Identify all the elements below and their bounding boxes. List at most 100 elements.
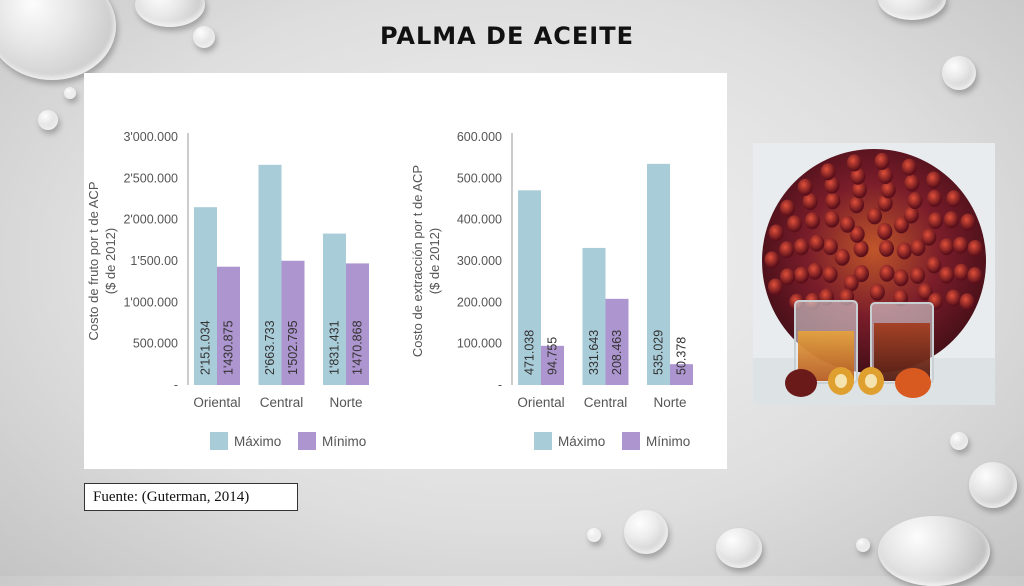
palm-berry — [850, 167, 866, 185]
water-drop-decoration — [969, 462, 1017, 508]
category-label: Norte — [329, 395, 362, 410]
palm-berry — [804, 212, 820, 230]
palm-berry — [867, 207, 883, 225]
y-tick-label: 1'500.00 — [130, 254, 178, 268]
palm-berry — [880, 181, 896, 199]
category-label: Norte — [653, 395, 686, 410]
palm-berry — [967, 239, 983, 257]
palm-berry — [822, 265, 838, 283]
y-axis-title: Costo de fruto por t de ACP — [86, 182, 101, 341]
water-drop-decoration — [716, 528, 762, 568]
y-tick-label: 500.000 — [133, 337, 178, 351]
bar-value-label: 50.378 — [675, 337, 689, 375]
legend-label: Máximo — [234, 434, 281, 449]
palm-berry — [927, 189, 943, 207]
palm-berry — [767, 278, 783, 296]
palm-berry — [849, 196, 865, 214]
palm-berry — [907, 192, 923, 210]
palm-berry — [927, 212, 943, 230]
bar-value-label: 471.038 — [523, 330, 537, 375]
bar-maximo — [647, 163, 670, 385]
palm-berry — [839, 215, 855, 233]
palm-berry — [802, 193, 818, 211]
bar-value-label: 2'151.034 — [199, 320, 213, 375]
bar-minimo — [346, 263, 369, 385]
palm-berry — [851, 181, 867, 199]
water-drop-decoration — [942, 56, 976, 90]
legend-label: Mínimo — [322, 434, 366, 449]
bar-maximo — [258, 164, 282, 385]
palm-berry — [903, 206, 919, 224]
palm-berry — [779, 241, 795, 259]
palm-berry — [853, 265, 869, 283]
palm-berry — [764, 251, 780, 269]
bar-value-label: 331.643 — [587, 330, 601, 375]
palm-berry — [967, 267, 983, 285]
y-tick-label: 2'500.000 — [123, 171, 178, 185]
bar-minimo — [541, 345, 564, 385]
palm-berry — [960, 213, 976, 231]
palm-berry — [953, 236, 969, 254]
chart-panel: Costo de fruto por t de ACP ($ de 2012) - 5… — [84, 73, 727, 469]
palm-berry — [825, 192, 841, 210]
palm-berry — [779, 199, 795, 217]
palm-berry — [874, 152, 890, 170]
bar-value-label: 1'502.795 — [286, 320, 300, 375]
palm-berry — [793, 266, 809, 284]
palm-berry — [768, 224, 784, 242]
palm-berry — [946, 190, 962, 208]
water-drop-decoration — [193, 26, 215, 48]
water-drop-decoration — [856, 538, 870, 552]
palm-berry — [787, 215, 803, 233]
palm-berry — [824, 210, 840, 228]
palm-berry — [793, 238, 809, 256]
palm-berry — [877, 222, 893, 240]
palm-berry — [843, 274, 859, 292]
palm-berry — [921, 228, 937, 246]
legend-swatch — [298, 432, 316, 450]
y-tick-label: 2'000.000 — [123, 213, 178, 227]
y-axis-title: Costo de extracción por t de ACP — [410, 165, 425, 357]
y-tick-label: 400.000 — [457, 213, 502, 227]
palm-berry — [939, 238, 955, 256]
palm-berry — [953, 263, 969, 281]
y-tick-label: 300.000 — [457, 254, 502, 268]
palm-berry — [846, 154, 862, 172]
bar-maximo — [518, 190, 541, 385]
palm-berry — [820, 163, 836, 181]
water-drop-decoration — [587, 528, 601, 542]
palm-berry — [879, 264, 895, 282]
bar-value-label: 94.755 — [546, 337, 560, 375]
y-tick-label: 3'000.000 — [123, 130, 178, 144]
legend-swatch — [622, 432, 640, 450]
legend-label: Máximo — [558, 434, 605, 449]
y-tick-label: 100.000 — [457, 337, 502, 351]
category-label: Oriental — [193, 395, 240, 410]
palm-berry — [893, 216, 909, 234]
bar-value-label: 2'663.733 — [263, 320, 277, 375]
bar-minimo — [670, 364, 693, 385]
category-label: Central — [260, 395, 304, 410]
bar-value-label: 1'430.875 — [222, 320, 236, 375]
palm-berry — [797, 178, 813, 196]
palm-berry — [834, 248, 850, 266]
y-tick-label: - — [498, 378, 502, 392]
palm-berry — [869, 283, 885, 301]
palm-berry — [904, 174, 920, 192]
water-drop-decoration — [624, 510, 668, 554]
bar-value-label: 208.463 — [610, 330, 624, 375]
oil-palm-fruit-icon — [753, 143, 995, 405]
palm-berry — [779, 268, 795, 286]
chart-fruit-cost: Costo de fruto por t de ACP ($ de 2012) - 5… — [86, 130, 369, 450]
palm-berry — [943, 211, 959, 229]
source-caption: Fuente: (Guterman, 2014) — [84, 483, 298, 511]
y-axis-subtitle: ($ de 2012) — [427, 228, 442, 295]
oil-palm-photo — [753, 143, 995, 405]
palm-berry — [822, 238, 838, 256]
water-drop-decoration — [38, 110, 58, 130]
water-drop-decoration — [64, 87, 76, 99]
palm-berry — [910, 239, 926, 257]
legend-swatch — [210, 432, 228, 450]
legend-label: Mínimo — [646, 434, 690, 449]
bar-minimo — [605, 298, 629, 385]
